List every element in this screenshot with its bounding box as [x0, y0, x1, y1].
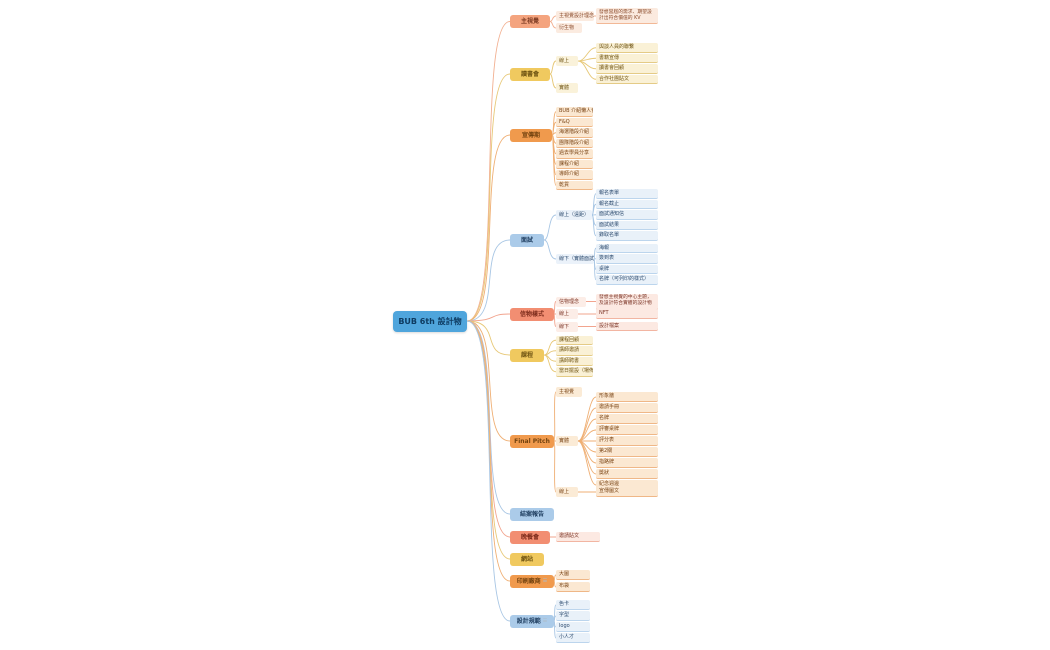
branch-main-visual[interactable]: 主視覺 — [510, 15, 550, 28]
subtopic-derivatives[interactable]: 衍生物 — [556, 23, 582, 33]
subtopic-online[interactable]: 線上 — [556, 309, 578, 319]
branch-print-vendor[interactable]: 印刷廠商 ☰ — [510, 574, 554, 588]
leaf[interactable]: 乾貨 — [556, 180, 593, 190]
branch-label: 印刷廠商 — [516, 577, 541, 585]
subtopic-online-remote[interactable]: 線上（遠距） — [556, 210, 592, 220]
branch-interview[interactable]: 面試 — [510, 233, 544, 247]
notes-icon: ☰ — [542, 617, 548, 624]
branch-label: 設計規範 — [516, 617, 541, 625]
leaf[interactable]: F&Q — [556, 117, 593, 127]
branch-website[interactable]: 網站 — [510, 552, 544, 566]
branch-token-style[interactable]: 信物樣式 — [510, 307, 554, 321]
leaf[interactable]: 報名截止 — [596, 199, 658, 209]
leaf[interactable]: 名牌 — [596, 414, 658, 424]
subtopic-offline[interactable]: 線下 — [556, 321, 578, 332]
leaf[interactable]: 報名表單 — [596, 189, 658, 199]
leaf[interactable]: 錄取名單 — [596, 231, 658, 241]
subtopic-token-concept[interactable]: 信物理念 — [556, 296, 586, 307]
leaf[interactable]: 過去學員分享 — [556, 149, 593, 159]
leaf[interactable]: 名牌（可列印的樣式） — [596, 275, 658, 285]
branch-promotion-period[interactable]: 宣傳期 — [510, 128, 552, 142]
root-topic[interactable]: BUB 6th 設計物 — [393, 311, 467, 332]
subtopic-online[interactable]: 線上 — [556, 487, 578, 497]
leaf[interactable]: 形象牆 — [596, 392, 658, 402]
leaf[interactable]: 大圖 — [556, 570, 590, 580]
leaf[interactable]: 講師聘書 — [556, 356, 593, 366]
leaf[interactable]: 面試結果 — [596, 220, 658, 230]
subtopic-online[interactable]: 線上 — [556, 56, 578, 66]
branch-course[interactable]: 課程 — [510, 348, 544, 362]
subtopic-main-visual[interactable]: 主視覺 — [556, 387, 582, 397]
leaf[interactable]: 簽到表 — [596, 254, 658, 264]
leaf[interactable]: 講師邀請 — [556, 346, 593, 356]
branch-final-pitch[interactable]: Final Pitch — [510, 434, 554, 448]
leaf-nft[interactable]: NFT — [596, 309, 658, 319]
notes-icon: ☰ — [542, 577, 548, 584]
leaf[interactable]: 與談人員的聯繫 — [596, 43, 658, 53]
leaf[interactable]: 評分表 — [596, 436, 658, 446]
subtopic-physical[interactable]: 實體 — [556, 436, 578, 446]
leaf[interactable]: 指路牌 — [596, 458, 658, 468]
leaf[interactable]: 當日擺設（場佈） — [556, 367, 593, 377]
leaf[interactable]: 宣傳圖文 — [596, 487, 658, 497]
leaf[interactable]: 讀書會回顧 — [596, 64, 658, 74]
subtopic-main-visual-concept[interactable]: 主視覺設計理念 — [556, 11, 594, 21]
leaf[interactable]: 團隊階段介紹 — [556, 138, 593, 148]
leaf-kv-concept[interactable]: 發想當屆的需求、期望設計出符合價值的 KV — [596, 8, 658, 24]
leaf[interactable]: 書籍宣傳 — [596, 53, 658, 63]
leaf[interactable]: 合作社團貼文 — [596, 74, 658, 84]
leaf[interactable]: 桌牌 — [596, 264, 658, 274]
leaf[interactable]: 評審桌牌 — [596, 425, 658, 435]
subtopic-offline-onsite[interactable]: 線下（實體面試） — [556, 254, 594, 264]
leaf[interactable]: 邀請手冊 — [596, 403, 658, 413]
leaf[interactable]: 小人才 — [556, 633, 590, 643]
leaf[interactable]: 色卡 — [556, 600, 590, 610]
leaf[interactable]: 獎狀 — [596, 469, 658, 479]
leaf-design-file[interactable]: 設計檔案 — [596, 321, 658, 332]
leaf-token-concept-desc[interactable]: 發想主視覺的中心主題，及設計符合實體的設計物 — [596, 293, 658, 310]
leaf-invitation-post[interactable]: 邀請貼文 — [556, 532, 600, 542]
leaf[interactable]: 布袋 — [556, 582, 590, 592]
leaf[interactable]: 課程介紹 — [556, 159, 593, 169]
leaf[interactable]: 字型 — [556, 611, 590, 621]
subtopic-physical[interactable]: 實體 — [556, 83, 578, 93]
branch-dinner-party[interactable]: 晚餐會 — [510, 530, 550, 544]
branch-book-club[interactable]: 讀書會 — [510, 67, 550, 81]
leaf[interactable]: 導師介紹 — [556, 170, 593, 180]
branch-design-guideline[interactable]: 設計規範 ☰ — [510, 614, 554, 628]
leaf[interactable]: 課程回顧 — [556, 335, 593, 345]
branch-final-report[interactable]: 結案報告 — [510, 507, 554, 521]
leaf[interactable]: logo — [556, 622, 590, 632]
leaf[interactable]: 海選階段介紹 — [556, 128, 593, 138]
leaf[interactable]: 第2關 — [596, 447, 658, 457]
leaf[interactable]: 海報 — [596, 243, 658, 253]
leaf[interactable]: BUB 介紹懶人包 — [556, 107, 593, 117]
leaf[interactable]: 面試通知信 — [596, 210, 658, 220]
